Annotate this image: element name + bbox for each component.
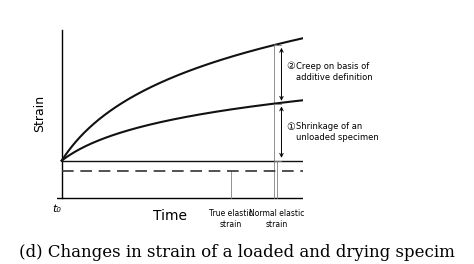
Text: (d) Changes in strain of a loaded and drying specim: (d) Changes in strain of a loaded and dr… [19,244,455,261]
Text: Time: Time [154,209,187,223]
Text: Strain: Strain [34,95,46,132]
Text: Normal elastic
strain: Normal elastic strain [249,209,304,229]
Text: ②: ② [286,61,295,71]
Text: t₀: t₀ [53,204,61,214]
Text: True elastic
strain: True elastic strain [209,209,253,229]
Text: ①: ① [286,122,295,132]
Text: Creep on basis of
additive definition: Creep on basis of additive definition [296,62,372,82]
Text: Shrinkage of an
unloaded specimen: Shrinkage of an unloaded specimen [296,122,378,142]
